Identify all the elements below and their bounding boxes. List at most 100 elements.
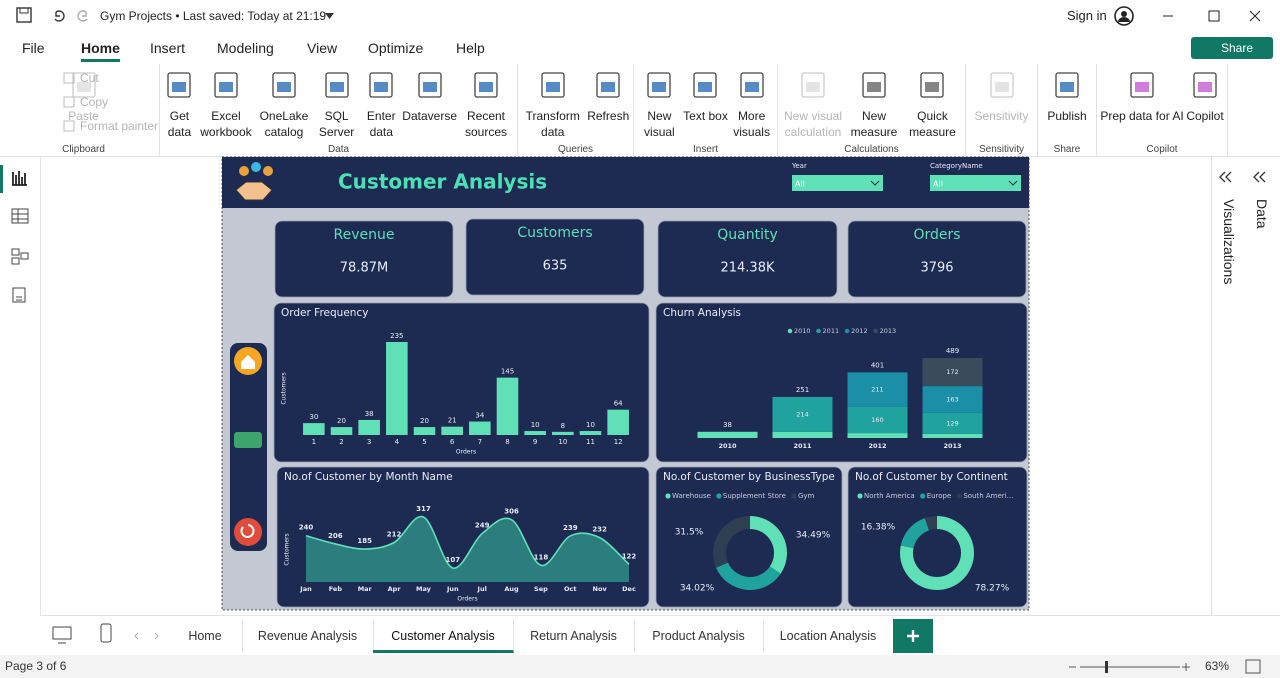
page-tab[interactable]: Location Analysis [763,619,894,653]
menu-tab[interactable]: Home [81,40,120,62]
ribbon-button[interactable]: Refresh [587,70,629,124]
back-button[interactable] [234,518,262,546]
ribbon-button[interactable]: Copilot [1186,70,1224,124]
ribbon-button[interactable]: Excel workbook [197,70,255,140]
legend-label: Warehouse [672,492,711,500]
area-fill [306,516,629,582]
legend-marker [716,493,722,499]
add-page[interactable] [893,619,933,653]
x-tick-label: 11 [586,438,595,446]
button-icon [1193,72,1217,98]
ribbon-button[interactable]: Cut [62,70,99,86]
button-icon [1055,72,1079,98]
share-button[interactable]: Share [1191,37,1273,59]
page-tab[interactable]: Home [168,619,243,653]
tab-nav [52,623,159,644]
ribbon-button[interactable]: Enter data [360,70,402,140]
x-tick-label: 10 [558,438,567,446]
x-tick-label: Nov [593,585,608,593]
page-tab[interactable]: Revenue Analysis [242,619,374,653]
title-dropdown[interactable] [325,12,335,20]
ribbon-button[interactable]: Recent sources [457,70,515,140]
button-label: Publish [1047,109,1087,123]
slice-label: 34.49% [796,531,831,541]
button-label: New visual [644,109,675,139]
ribbon-button[interactable]: OneLake catalog [255,70,313,140]
button-label: Copilot [1186,109,1224,123]
home-button[interactable] [234,347,262,375]
page-tab[interactable]: Return Analysis [513,619,635,653]
card [847,220,1027,298]
button-label: Sensitivity [974,109,1029,123]
data-label: 122 [622,552,637,560]
data-label: 240 [299,524,314,532]
x-tick-label: 12 [614,438,623,446]
ribbon-button[interactable]: New visual calculation [780,70,846,140]
bar-segment [697,431,758,438]
card [465,218,645,296]
visualizations-pane[interactable]: Visualizations [1221,199,1237,284]
menu-tab[interactable]: File [22,40,45,56]
button-icon [63,96,75,108]
chart-title: No.of Customer by BusinessType [663,471,835,483]
bar-segment [772,396,833,432]
ribbon-button[interactable]: Paste [68,70,99,124]
donut-slice [716,562,781,590]
ribbon-button[interactable]: Format painter [62,118,158,134]
menu-tab[interactable]: View [307,40,338,56]
card [276,466,650,608]
x-tick-label: Sep [534,585,548,593]
ribbon-button[interactable]: Text box [683,70,728,124]
menu-tab[interactable]: Insert [150,40,186,56]
sign-in[interactable]: Sign in [1067,8,1107,23]
ribbon-button[interactable]: Sensitivity [974,70,1029,124]
total-label: 251 [796,386,809,394]
x-tick-label: Apr [388,585,402,593]
y-axis-label: Customers [284,533,291,565]
legend-marker [956,493,962,499]
group-label: Copilot [1146,144,1178,155]
kpi-label: Orders [913,227,960,243]
x-tick-label: 2010 [718,442,737,450]
ribbon-button[interactable]: Quick measure [902,70,963,140]
data-label: 145 [501,368,514,376]
ribbon-button[interactable]: Get data [162,70,197,140]
button-icon [801,72,825,98]
slicer-box[interactable] [792,175,883,191]
bar-segment [847,372,908,407]
ribbon-button[interactable]: Transform data [522,70,584,140]
button-icon [862,72,886,98]
file-title: Gym Projects • Last saved: Today at 21:1… [100,9,327,23]
menu-tab[interactable]: Optimize [368,40,424,56]
ribbon-button[interactable]: Prep data for AI [1100,70,1184,124]
page-tab[interactable]: Product Analysis [634,619,764,653]
button-icon [324,72,349,98]
data-pane[interactable]: Data [1254,199,1270,229]
kpi-value: 78.87M [340,261,388,276]
button-icon [63,72,75,84]
ribbon-button[interactable]: More visuals [729,70,775,140]
ribbon-button[interactable]: New visual [636,70,682,140]
ribbon-button[interactable]: New measure [846,70,902,140]
page-tab[interactable]: Customer Analysis [373,619,514,653]
ribbon-button[interactable]: SQL Server [313,70,360,140]
menu-tab[interactable]: Help [456,40,485,56]
button-icon [71,72,96,98]
menu-tab[interactable]: Modeling [217,40,274,56]
bar-segment [922,358,983,387]
group-label: Queries [557,144,593,155]
kpi-label: Customers [517,225,592,241]
ribbon-button[interactable]: Publish [1047,70,1087,124]
data-label: 20 [420,417,429,425]
bar-segment [772,431,833,438]
button-icon [369,72,393,98]
ribbon-group: Paste Cut Copy Format painter Clipboard [8,64,160,157]
legend-label: 2010 [794,327,811,335]
data-label: 8 [561,422,565,430]
ribbon-button[interactable]: Dataverse [402,70,457,124]
ribbon-button[interactable]: Copy [62,94,108,110]
bar [524,431,546,435]
button-icon [63,120,75,132]
zoom-slider[interactable] [1065,658,1265,676]
slicer-box[interactable] [930,175,1021,191]
